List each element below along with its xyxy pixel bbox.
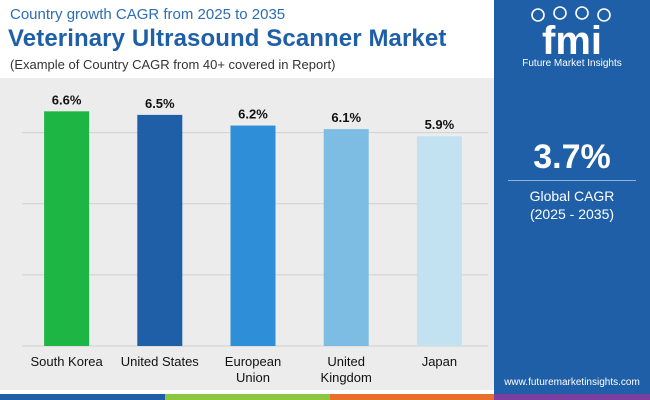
footer-stripe-green xyxy=(165,394,330,400)
category-label-2: European Union xyxy=(225,354,281,385)
bar-chart: 6.6% South Korea 6.5% United States 6.2% Euro… xyxy=(22,92,488,385)
fmi-logo: fmi xyxy=(531,6,611,63)
footer-stripe-purple xyxy=(494,394,650,400)
summary-sidebar: fmi Future Market Insights 3.7% Global C… xyxy=(494,0,650,400)
category-label-4: Japan xyxy=(422,354,457,369)
chart-note: (Example of Country CAGR from 40+ covere… xyxy=(10,57,336,72)
chart-subtitle: Country growth CAGR from 2025 to 2035 xyxy=(10,6,286,23)
global-cagr-period: (2025 - 2035) xyxy=(529,206,615,222)
category-label-3: United Kingdom xyxy=(321,354,372,385)
global-cagr-value: 3.7% xyxy=(533,138,611,176)
footer-stripe-orange xyxy=(330,394,494,400)
chart-title: Veterinary Ultrasound Scanner Market xyxy=(8,25,447,52)
chart-panel: Country growth CAGR from 2025 to 2035 Ve… xyxy=(0,6,494,390)
chart-area: 6.6% South Korea 6.5% United States 6.2% Euro… xyxy=(0,78,494,390)
category-label-1: United States xyxy=(121,354,200,369)
bar-3 xyxy=(323,129,369,346)
bar-value-label-4: 5.9% xyxy=(425,117,455,132)
bar-value-label-2: 6.2% xyxy=(238,107,268,122)
category-label-0: South Korea xyxy=(30,354,103,369)
bar-value-label-0: 6.6% xyxy=(52,92,82,107)
bar-value-label-1: 6.5% xyxy=(145,96,175,111)
bar-4 xyxy=(416,136,462,346)
website-link[interactable]: www.futuremarketinsights.com xyxy=(504,377,640,388)
footer-stripe-blue xyxy=(0,394,165,400)
bar-2 xyxy=(230,125,276,346)
bar-0 xyxy=(44,111,90,346)
logo-wordmark: fmi xyxy=(542,19,602,63)
stat-divider xyxy=(508,180,636,181)
bar-1 xyxy=(137,114,183,346)
bar-value-label-3: 6.1% xyxy=(331,110,361,125)
global-cagr-label: Global CAGR xyxy=(529,188,615,204)
brand-name: Future Market Insights xyxy=(522,58,622,69)
